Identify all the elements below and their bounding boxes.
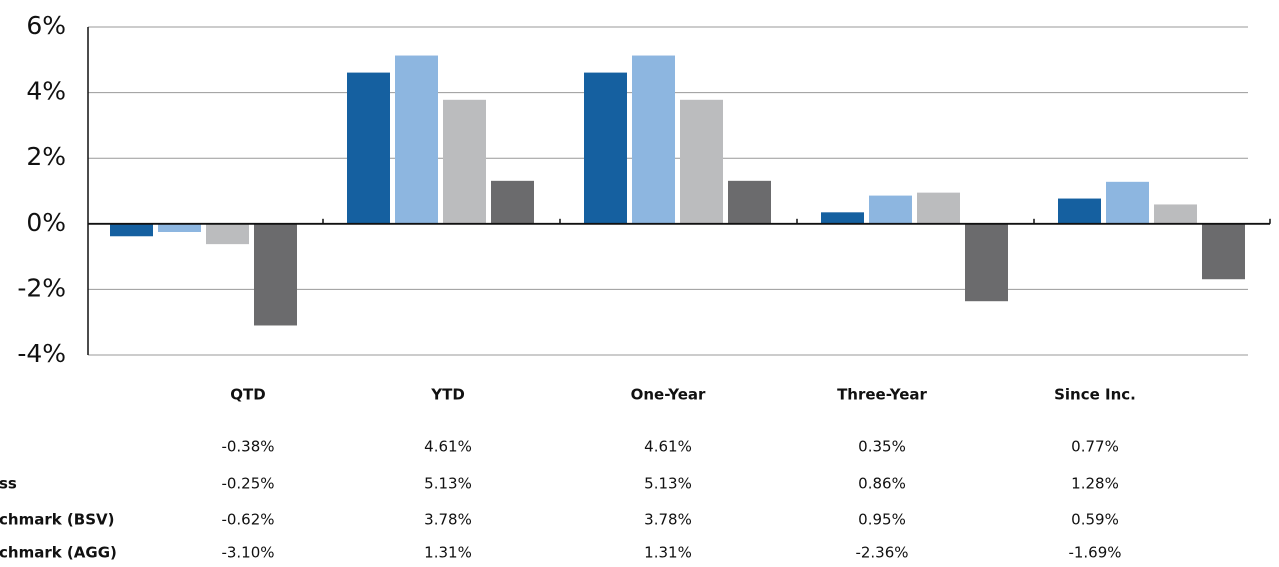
table-cell: 5.13%: [424, 475, 472, 493]
bar: [917, 192, 960, 224]
row-label: ss: [0, 475, 17, 493]
y-tick-label: -4%: [17, 339, 66, 368]
bar: [1106, 181, 1149, 224]
table-cell: 4.61%: [424, 438, 472, 456]
y-tick-label: -2%: [17, 273, 66, 302]
bar: [821, 212, 864, 224]
table-cell: 1.28%: [1071, 475, 1119, 493]
table-cell: 0.35%: [858, 438, 906, 456]
table-cell: -1.69%: [1068, 544, 1121, 562]
table-cell: -3.10%: [221, 544, 274, 562]
bar: [680, 99, 723, 224]
table-cell: 3.78%: [424, 511, 472, 529]
bar: [254, 223, 297, 326]
bar: [110, 223, 153, 237]
row-label: chmark (BSV): [0, 511, 114, 529]
x-tick-label: One-Year: [631, 386, 706, 404]
x-tick-label: QTD: [230, 386, 265, 404]
bar: [728, 180, 771, 224]
table-cell: -2.36%: [855, 544, 908, 562]
y-tick-label: 6%: [26, 11, 66, 40]
bar: [584, 72, 627, 224]
row-label: chmark (AGG): [0, 544, 117, 562]
bar: [632, 55, 675, 224]
table-cell: -0.25%: [221, 475, 274, 493]
bar: [965, 223, 1008, 302]
bar: [158, 223, 201, 232]
bar: [1058, 198, 1101, 224]
bar: [491, 180, 534, 224]
x-tick-label: Since Inc.: [1054, 386, 1136, 404]
table-cell: 1.31%: [644, 544, 692, 562]
x-tick-label: Three-Year: [837, 386, 927, 404]
table-cell: -0.38%: [221, 438, 274, 456]
table-cell: 5.13%: [644, 475, 692, 493]
bar: [869, 195, 912, 224]
bar: [1154, 204, 1197, 224]
table-cell: 1.31%: [424, 544, 472, 562]
bar: [347, 72, 390, 224]
table-cell: 0.59%: [1071, 511, 1119, 529]
bar: [443, 99, 486, 224]
bar: [1202, 223, 1245, 280]
bar: [206, 223, 249, 245]
table-cell: 0.95%: [858, 511, 906, 529]
table-cell: 0.77%: [1071, 438, 1119, 456]
table-cell: 3.78%: [644, 511, 692, 529]
table-cell: -0.62%: [221, 511, 274, 529]
y-tick-label: 4%: [26, 77, 66, 106]
x-tick-label: YTD: [430, 386, 465, 404]
table-cell: 0.86%: [858, 475, 906, 493]
y-tick-label: 2%: [26, 142, 66, 171]
table-cell: 4.61%: [644, 438, 692, 456]
y-tick-label: 0%: [26, 208, 66, 237]
bar: [395, 55, 438, 224]
